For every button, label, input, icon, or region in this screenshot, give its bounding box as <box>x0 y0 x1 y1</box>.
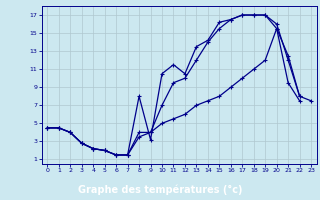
Text: Graphe des températures (°c): Graphe des températures (°c) <box>78 184 242 195</box>
